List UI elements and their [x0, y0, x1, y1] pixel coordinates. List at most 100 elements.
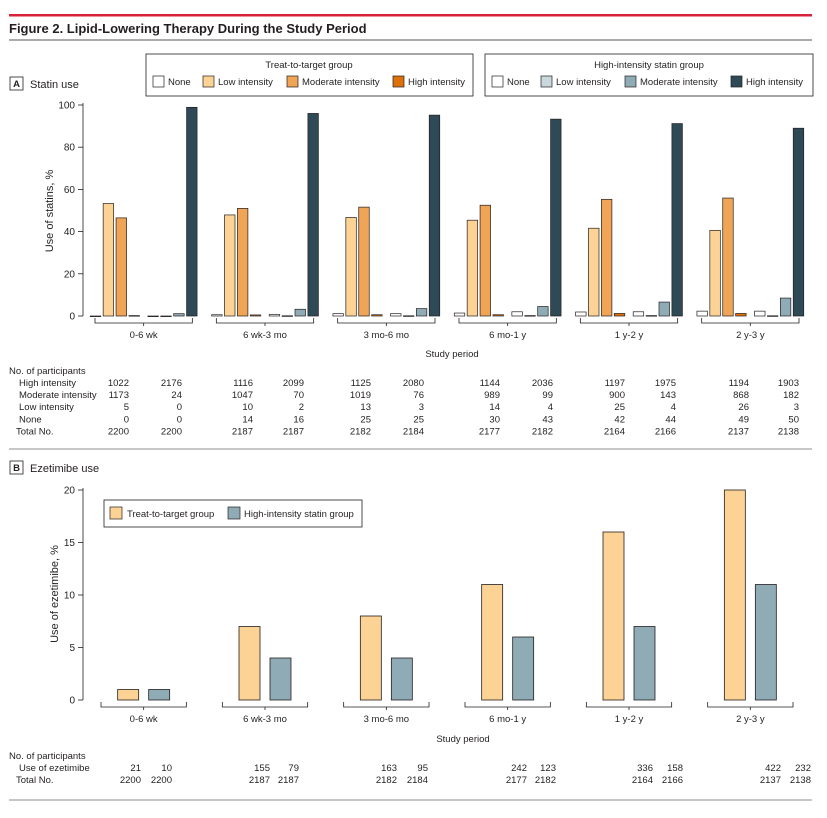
category-bracket [221, 702, 309, 708]
table-cell: 2166 [655, 426, 676, 437]
bar [537, 306, 549, 317]
bar [371, 314, 383, 317]
y-tick-label: 20 [64, 486, 76, 497]
y-tick-label: 5 [69, 643, 75, 654]
table-cell: 1116 [233, 378, 253, 389]
bar [550, 118, 562, 317]
panel-a-letter-box [9, 76, 24, 91]
table-cell: 16 [293, 414, 304, 425]
y-tick-label: 100 [58, 101, 75, 112]
bar [281, 315, 293, 317]
table-cell: 14 [489, 402, 500, 413]
legend-label: Low intensity [556, 77, 611, 88]
row-label: Low intensity [19, 402, 74, 413]
table-cell: 2080 [403, 378, 424, 389]
bar [238, 626, 261, 701]
bar [268, 314, 281, 317]
bar [237, 208, 249, 317]
bar [645, 315, 657, 317]
bar [658, 301, 670, 317]
table-cell: 21 [130, 763, 141, 774]
bar [294, 308, 306, 317]
x-tick-label: 6 mo-1 y [489, 330, 526, 341]
table-cell: 868 [733, 390, 749, 401]
category-bracket [215, 318, 315, 324]
bar [128, 315, 140, 317]
row-label: Moderate intensity [19, 390, 97, 401]
bar [390, 657, 413, 701]
table-cell: 99 [542, 390, 553, 401]
legend-swatch [286, 75, 299, 88]
table-cell: 2036 [532, 378, 553, 389]
participants-header: No. of participants [9, 366, 86, 377]
table-cell: 1194 [729, 378, 749, 389]
bar [671, 123, 683, 317]
table-cell: 4 [548, 402, 553, 413]
x-tick-label: 6 wk-3 mo [243, 714, 287, 725]
legend-swatch [624, 75, 637, 88]
table-cell: 0 [124, 414, 129, 425]
bar [754, 310, 766, 317]
table-cell: 25 [413, 414, 424, 425]
legend-label: Treat-to-target group [127, 509, 214, 520]
legend-swatch-high-intensity [227, 506, 241, 520]
table-cell: 43 [542, 414, 553, 425]
legend-swatch [730, 75, 743, 88]
y-tick-label: 0 [69, 312, 75, 323]
bar [428, 114, 441, 317]
x-tick-label: 1 y-2 y [615, 330, 644, 341]
bar [117, 689, 140, 701]
table-cell: 2184 [403, 426, 424, 437]
panel-b-title: Ezetimibe use [30, 463, 99, 475]
x-tick-label: 1 y-2 y [615, 714, 644, 725]
table-cell: 1019 [350, 390, 371, 401]
category-bracket [585, 702, 673, 708]
bar [722, 197, 734, 317]
table-cell: 4 [671, 402, 676, 413]
table-cell: 2184 [407, 775, 428, 786]
table-cell: 0 [177, 414, 182, 425]
bar [160, 315, 172, 317]
table-cell: 2187 [283, 426, 304, 437]
row-label: High intensity [19, 378, 76, 389]
table-cell: 13 [360, 402, 371, 413]
table-cell: 95 [417, 763, 428, 774]
bar [403, 315, 415, 317]
category-bracket [579, 318, 679, 324]
x-tick-label: 2 y-3 y [736, 330, 765, 341]
bar [754, 584, 777, 701]
legend-label: None [507, 77, 530, 88]
y-tick-label: 80 [64, 143, 76, 154]
table-cell: 10 [161, 763, 172, 774]
bar [269, 657, 292, 701]
legend-swatch-treat-to-target [109, 506, 123, 520]
bar [709, 229, 721, 317]
bar [359, 615, 382, 701]
category-bracket [707, 702, 794, 708]
legend-title: Treat-to-target group [265, 60, 352, 71]
bar [466, 219, 479, 317]
top-rule [9, 14, 812, 17]
legend-treat-to-target: Treat-to-target group None Low intensity M… [145, 53, 474, 97]
table-cell: 989 [484, 390, 500, 401]
bar [224, 214, 236, 317]
bar [767, 315, 779, 317]
table-cell: 1197 [605, 378, 625, 389]
row-label: None [19, 414, 42, 425]
table-cell: 1047 [232, 390, 253, 401]
table-cell: 14 [242, 414, 253, 425]
panel-b-letter-box [9, 460, 24, 475]
y-tick-label: 20 [64, 269, 76, 280]
category-bracket [464, 702, 551, 708]
bar [524, 315, 536, 317]
legend-label: High intensity [746, 77, 803, 88]
bar [148, 689, 171, 701]
table-cell: 25 [614, 402, 625, 413]
bar [115, 217, 127, 317]
legend-box [484, 53, 814, 97]
table-cell: 2177 [479, 426, 500, 437]
ezetimibe-use-chart: 0 5 10 15 20 0-6 wk 6 wk-3 mo 3 mo-6 mo 6 mo-1 y… [64, 486, 794, 725]
table-cell: 24 [171, 390, 182, 401]
table-cell: 3 [794, 402, 799, 413]
table-cell: 336 [637, 763, 653, 774]
